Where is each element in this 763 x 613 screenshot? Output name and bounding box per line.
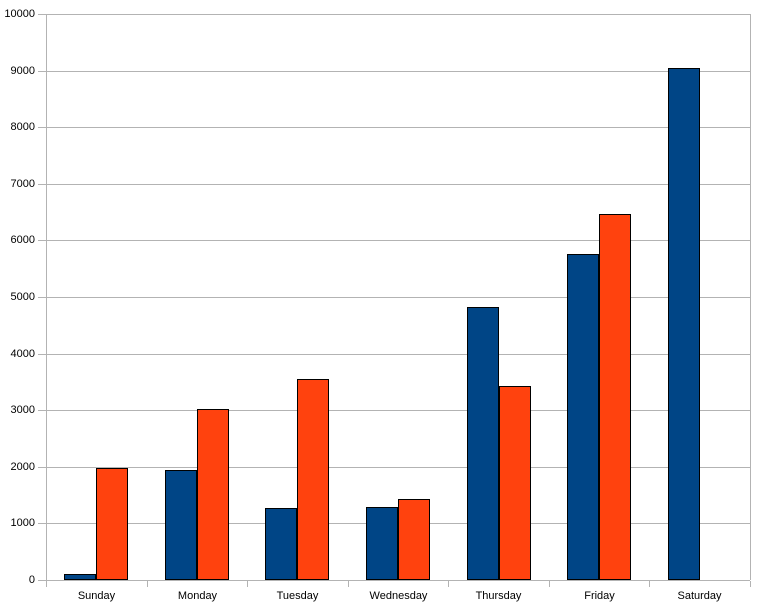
x-axis-label-thursday: Thursday <box>475 590 522 602</box>
y-tick-10000 <box>38 14 46 15</box>
x-tick-4 <box>448 581 449 587</box>
y-tick-6000 <box>38 240 46 241</box>
y-axis-label-9000: 9000 <box>10 65 35 77</box>
x-tick-1 <box>147 581 148 587</box>
x-tick-0 <box>46 581 47 587</box>
x-axis-label-saturday: Saturday <box>677 590 722 602</box>
plot-area <box>46 14 750 580</box>
bar-tuesday-series-1 <box>265 508 297 580</box>
y-axis-label-1000: 1000 <box>10 517 35 529</box>
y-axis-label-3000: 3000 <box>10 404 35 416</box>
bar-monday-series-1 <box>165 470 197 580</box>
y-tick-7000 <box>38 184 46 185</box>
gridline-9000 <box>46 71 750 72</box>
gridline-5000 <box>46 297 750 298</box>
gridline-7000 <box>46 184 750 185</box>
x-tick-6 <box>649 581 650 587</box>
y-tick-8000 <box>38 127 46 128</box>
bar-sunday-series-1 <box>64 574 96 580</box>
bar-thursday-series-1 <box>467 307 499 580</box>
x-tick-2 <box>247 581 248 587</box>
x-axis-label-wednesday: Wednesday <box>369 590 428 602</box>
y-axis-label-7000: 7000 <box>10 178 35 190</box>
y-axis-label-0: 0 <box>28 574 35 586</box>
bar-friday-series-1 <box>567 254 599 580</box>
gridline-6000 <box>46 240 750 241</box>
y-tick-5000 <box>38 297 46 298</box>
bar-tuesday-series-2 <box>297 379 329 580</box>
y-axis-label-6000: 6000 <box>10 234 35 246</box>
x-tick-5 <box>549 581 550 587</box>
y-axis-label-2000: 2000 <box>10 461 35 473</box>
x-tick-7 <box>750 581 751 587</box>
bar-monday-series-2 <box>197 409 229 580</box>
bar-saturday-series-1 <box>668 68 700 580</box>
y-tick-1000 <box>38 523 46 524</box>
gridline-2000 <box>46 467 750 468</box>
y-axis-label-10000: 10000 <box>4 8 35 20</box>
x-axis-label-sunday: Sunday <box>77 590 116 602</box>
y-tick-2000 <box>38 467 46 468</box>
gridline-8000 <box>46 127 750 128</box>
y-tick-4000 <box>38 354 46 355</box>
gridline-10000 <box>46 14 750 15</box>
x-axis-line <box>38 580 750 581</box>
y-tick-0 <box>38 580 46 581</box>
x-axis-label-tuesday: Tuesday <box>276 590 319 602</box>
y-axis-label-5000: 5000 <box>10 291 35 303</box>
x-axis-label-monday: Monday <box>177 590 218 602</box>
y-tick-3000 <box>38 410 46 411</box>
bar-sunday-series-2 <box>96 468 128 580</box>
y-axis-label-4000: 4000 <box>10 348 35 360</box>
y-axis-label-8000: 8000 <box>10 121 35 133</box>
bar-friday-series-2 <box>599 214 631 580</box>
gridline-3000 <box>46 410 750 411</box>
bar-thursday-series-2 <box>499 386 531 580</box>
y-axis-line <box>46 14 47 587</box>
y-tick-9000 <box>38 71 46 72</box>
bar-wednesday-series-1 <box>366 507 398 580</box>
plot-right-border <box>750 14 751 580</box>
bar-wednesday-series-2 <box>398 499 430 580</box>
x-axis-label-friday: Friday <box>584 590 615 602</box>
x-tick-3 <box>348 581 349 587</box>
gridline-4000 <box>46 354 750 355</box>
